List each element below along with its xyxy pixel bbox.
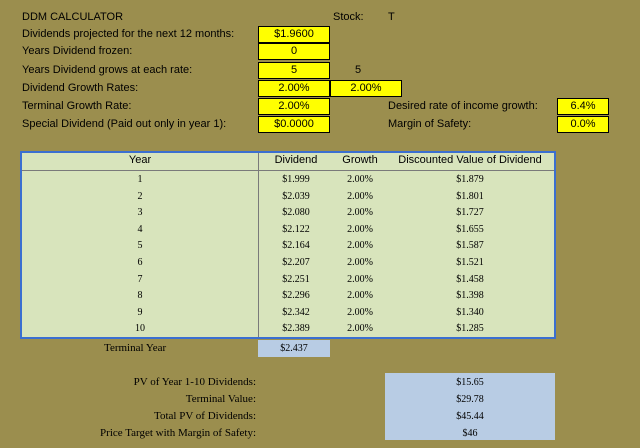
- cell-growth: 2.00%: [347, 174, 373, 185]
- cell-dividend: $2.389: [282, 323, 310, 335]
- cell-year: 5: [137, 240, 143, 252]
- growth-rate-input-2[interactable]: 2.00%: [330, 80, 402, 97]
- table-row: 7 $2.251 2.00% $1.458: [22, 272, 554, 289]
- header-discounted: Discounted Value of Dividend: [398, 154, 542, 166]
- growth-rates-label: Dividend Growth Rates:: [22, 82, 139, 94]
- table-row: 2 $2.039 2.00% $1.801: [22, 189, 554, 206]
- price-target-label: Price Target with Margin of Safety:: [100, 427, 256, 439]
- total-pv-value: $45.44: [456, 411, 484, 422]
- dividend-table: Year Dividend Growth Discounted Value of…: [20, 151, 556, 339]
- stock-value[interactable]: T: [388, 11, 395, 23]
- cell-year: 8: [137, 290, 143, 302]
- cell-dividend: $2.251: [282, 273, 310, 285]
- cell-dividend: $2.080: [282, 207, 310, 219]
- cell-growth: 2.00%: [347, 323, 373, 335]
- cell-year: 3: [137, 207, 143, 219]
- terminal-year-value: $2.437: [280, 343, 308, 354]
- dividends-input[interactable]: $1.9600: [258, 26, 330, 43]
- cell-dividend: $2.122: [282, 223, 310, 235]
- margin-of-safety-label: Margin of Safety:: [388, 118, 472, 130]
- cell-growth: 2.00%: [347, 207, 373, 219]
- terminal-year-cell: $2.437: [258, 340, 330, 357]
- cell-year: 2: [137, 190, 143, 202]
- price-target-value: $46: [462, 428, 478, 439]
- terminal-year-label: Terminal Year: [104, 342, 167, 354]
- cell-growth: 2.00%: [347, 223, 373, 235]
- cell-year: 9: [137, 306, 143, 318]
- dividends-label: Dividends projected for the next 12 mont…: [22, 28, 235, 40]
- grows-input-1[interactable]: 5: [258, 62, 330, 79]
- cell-growth: 2.00%: [347, 190, 373, 202]
- cell-discounted: $1.655: [456, 223, 484, 235]
- cell-year: 6: [137, 257, 143, 268]
- cell-dividend: $2.039: [282, 190, 310, 202]
- header-growth: Growth: [342, 154, 378, 166]
- frozen-input[interactable]: 0: [258, 43, 330, 60]
- cell-dividend: $2.342: [282, 306, 310, 318]
- pv-value: $15.65: [456, 377, 484, 388]
- cell-growth: 2.00%: [347, 290, 373, 302]
- cell-discounted: $1.285: [456, 323, 484, 335]
- cell-year: 4: [137, 223, 143, 235]
- table-row: 5 $2.164 2.00% $1.587: [22, 238, 554, 255]
- cell-growth: 2.00%: [347, 240, 373, 252]
- cell-discounted: $1.587: [456, 240, 484, 252]
- terminal-value: $29.78: [456, 394, 484, 405]
- frozen-label: Years Dividend frozen:: [22, 45, 133, 57]
- cell-dividend: $2.207: [282, 257, 310, 268]
- grows-label: Years Dividend grows at each rate:: [22, 64, 193, 76]
- cell-discounted: $1.398: [456, 290, 484, 302]
- stock-label: Stock:: [333, 11, 364, 23]
- cell-discounted: $1.727: [456, 207, 484, 219]
- cell-dividend: $2.296: [282, 290, 310, 302]
- margin-of-safety-input[interactable]: 0.0%: [557, 116, 609, 133]
- cell-discounted: $1.801: [456, 190, 484, 202]
- terminal-growth-label: Terminal Growth Rate:: [22, 100, 132, 112]
- table-row: 1 $1.999 2.00% $1.879: [22, 172, 554, 189]
- cell-dividend: $1.999: [282, 174, 310, 185]
- special-dividend-input[interactable]: $0.0000: [258, 116, 330, 133]
- table-row: 10 $2.389 2.00% $1.285: [22, 321, 554, 338]
- grows-input-2[interactable]: 5: [355, 64, 362, 76]
- cell-year: 10: [135, 323, 145, 335]
- header-year: Year: [128, 154, 152, 166]
- cell-growth: 2.00%: [347, 306, 373, 318]
- cell-discounted: $1.458: [456, 273, 484, 285]
- table-row: 9 $2.342 2.00% $1.340: [22, 305, 554, 322]
- column-divider: [258, 153, 259, 337]
- cell-growth: 2.00%: [347, 273, 373, 285]
- page-title: DDM CALCULATOR: [22, 11, 124, 23]
- cell-discounted: $1.521: [456, 257, 484, 268]
- table-row: 8 $2.296 2.00% $1.398: [22, 288, 554, 305]
- cell-discounted: $1.879: [456, 174, 484, 185]
- table-header: Year Dividend Growth Discounted Value of…: [22, 153, 554, 171]
- special-dividend-label: Special Dividend (Paid out only in year …: [22, 118, 227, 130]
- summary-results-block: [385, 373, 555, 440]
- desired-growth-input[interactable]: 6.4%: [557, 98, 609, 115]
- cell-discounted: $1.340: [456, 306, 484, 318]
- table-row: 4 $2.122 2.00% $1.655: [22, 222, 554, 239]
- pv-label: PV of Year 1-10 Dividends:: [133, 376, 256, 388]
- table-row: 6 $2.207 2.00% $1.521: [22, 255, 554, 272]
- cell-year: 1: [137, 174, 143, 185]
- terminal-growth-input[interactable]: 2.00%: [258, 98, 330, 115]
- cell-dividend: $2.164: [282, 240, 310, 252]
- growth-rate-input-1[interactable]: 2.00%: [258, 80, 330, 97]
- header-dividend: Dividend: [274, 154, 318, 166]
- terminal-value-label: Terminal Value:: [185, 393, 256, 405]
- total-pv-label: Total PV of Dividends:: [154, 410, 256, 422]
- cell-growth: 2.00%: [347, 257, 373, 268]
- desired-growth-label: Desired rate of income growth:: [388, 100, 538, 112]
- cell-year: 7: [137, 273, 143, 285]
- table-row: 3 $2.080 2.00% $1.727: [22, 205, 554, 222]
